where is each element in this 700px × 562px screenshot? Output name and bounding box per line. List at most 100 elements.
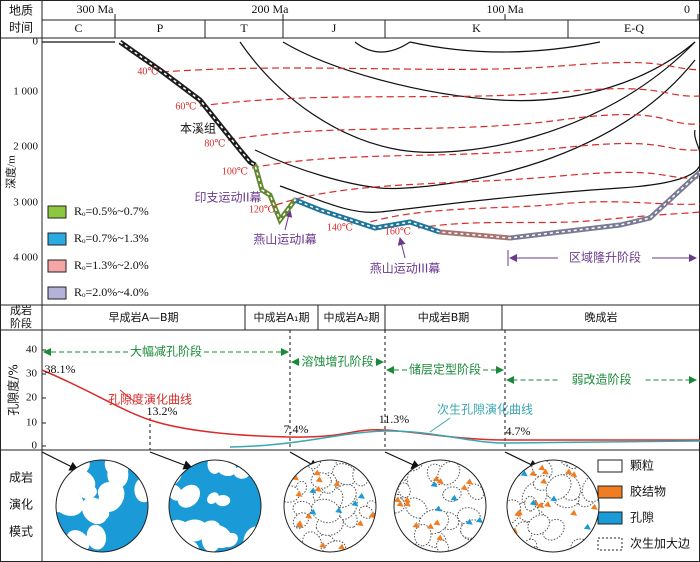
curve-label: 孔隙度演化曲线 <box>108 392 192 407</box>
cement <box>590 503 598 510</box>
model-legend-swatch <box>597 511 623 525</box>
cement <box>335 507 343 514</box>
row-label: 演化 <box>9 497 33 512</box>
porosity-tick-label: 20 <box>26 392 38 404</box>
cement <box>433 519 441 526</box>
cement <box>541 468 549 475</box>
cement <box>434 505 442 512</box>
leader <box>119 389 136 403</box>
legend-swatch <box>47 286 67 300</box>
cement <box>313 469 321 476</box>
phase-label: 弱改造阶段 <box>571 372 631 387</box>
grain <box>442 486 462 502</box>
depth-tick-label: 1 000 <box>13 86 38 98</box>
event-label: 印支运动II幕 <box>194 191 261 205</box>
grain <box>134 477 148 503</box>
legend-swatch <box>47 205 67 219</box>
stage-label: 晚成岩 <box>585 310 618 324</box>
axis-title: 孔隙度/% <box>6 364 21 415</box>
cement <box>570 509 578 516</box>
grain <box>207 492 219 504</box>
legend-label: Rₒ=1.3%~2.0% <box>74 258 149 272</box>
cement <box>403 500 411 507</box>
cement <box>538 464 546 471</box>
temperature-label: 160℃ <box>385 226 411 237</box>
event-label: 区域隆升阶段 <box>569 250 641 265</box>
row-label: 成岩 <box>10 303 32 317</box>
model-legend-label: 次生加大边 <box>630 537 690 551</box>
porosity-value: 13.2% <box>147 404 178 418</box>
benxi-burial-curve <box>118 39 700 241</box>
diagenesis-model <box>284 460 376 552</box>
temperature-label: 80℃ <box>204 138 225 149</box>
cement <box>583 523 591 530</box>
grain <box>107 460 129 489</box>
model-legend-swatch <box>597 459 623 473</box>
cement <box>584 542 592 549</box>
cement <box>291 474 299 481</box>
depth-tick-label: 4 000 <box>13 252 38 264</box>
cement <box>356 520 364 527</box>
curve-label: 次生孔隙演化曲线 <box>437 402 533 417</box>
cement <box>540 478 548 485</box>
model-outline <box>168 459 262 553</box>
cement <box>315 476 323 483</box>
porosity-tick-label: 0 <box>32 440 38 452</box>
grain <box>467 483 485 500</box>
period-label: T <box>240 21 248 35</box>
grain <box>201 520 221 536</box>
temperature-label: 40℃ <box>137 66 158 77</box>
row-label: 阶段 <box>10 316 32 330</box>
temperature-label: 60℃ <box>175 101 196 112</box>
porosity-value: 11.3% <box>379 412 410 426</box>
temperature-label: 140℃ <box>327 222 353 233</box>
cement <box>403 496 411 503</box>
grain <box>177 484 201 508</box>
cement <box>479 476 486 483</box>
grain <box>311 498 341 524</box>
model-legend-label: 颗粒 <box>630 458 654 473</box>
model-outline <box>506 459 600 553</box>
event-arrows <box>284 209 697 266</box>
cement <box>465 518 473 525</box>
phase-label: 储层定型阶段 <box>409 362 481 377</box>
cement <box>333 480 341 487</box>
cement <box>529 499 537 506</box>
labels: 地质 时间 成岩 阶段 成岩 演化 模式 深度/m 孔隙度/% 本溪组 印支运动… <box>4 4 641 539</box>
row-label: 模式 <box>9 525 33 539</box>
diagenesis-model <box>507 460 599 552</box>
grain <box>545 474 572 501</box>
stage-label: 中成岩A₁期 <box>254 310 310 324</box>
depth-tick-label: 2 000 <box>13 141 38 153</box>
cement <box>463 461 471 468</box>
legend-label: Rₒ=2.0%~4.0% <box>74 285 149 299</box>
period-label: P <box>157 21 164 35</box>
grain <box>284 485 301 503</box>
model-legend-swatch <box>597 537 623 551</box>
row-label: 地质 <box>9 4 33 18</box>
cement <box>537 501 545 508</box>
row-label: 时间 <box>9 21 33 35</box>
grain <box>507 499 522 525</box>
stage-label: 早成岩A—B期 <box>108 310 178 324</box>
cement <box>357 492 365 499</box>
model-outline <box>393 459 487 553</box>
grain <box>507 538 519 552</box>
period-label: J <box>332 21 337 35</box>
row-label: 成岩 <box>9 470 33 485</box>
cement <box>305 512 313 519</box>
leader <box>429 417 451 433</box>
cement <box>450 494 458 501</box>
cement <box>529 470 537 477</box>
depth-tick-label: 0 <box>33 36 39 48</box>
cement <box>396 500 404 507</box>
grain <box>215 494 231 507</box>
formation-label: 本溪组 <box>180 122 216 136</box>
grain <box>581 473 599 503</box>
cement <box>544 501 552 508</box>
cement <box>314 485 322 492</box>
cement <box>351 500 359 507</box>
diagenesis-model <box>56 460 148 552</box>
cement <box>426 523 434 530</box>
